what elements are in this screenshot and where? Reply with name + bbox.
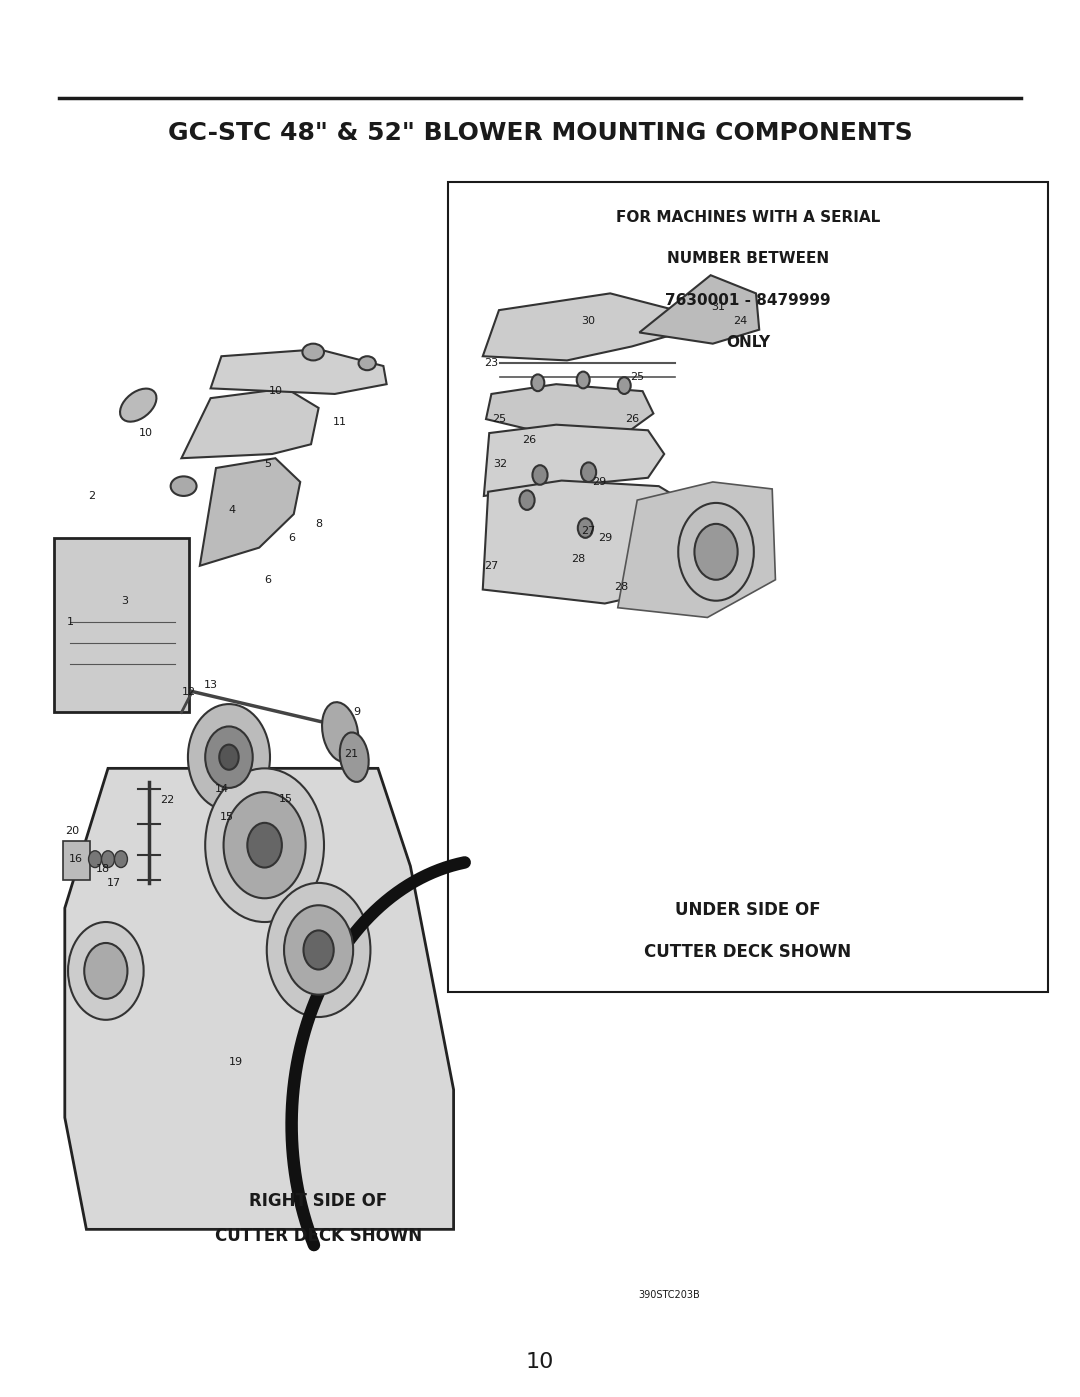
Text: 10: 10 [139,427,152,439]
Polygon shape [486,384,653,436]
Ellipse shape [322,703,359,761]
Circle shape [267,883,370,1017]
Circle shape [84,943,127,999]
Text: 10: 10 [269,386,282,397]
Circle shape [205,768,324,922]
Circle shape [694,524,738,580]
Polygon shape [181,388,319,458]
Text: 29: 29 [597,532,612,543]
Text: 16: 16 [69,854,82,865]
Ellipse shape [171,476,197,496]
Bar [63,841,90,880]
Text: 9: 9 [353,707,360,718]
Circle shape [577,372,590,388]
Text: 22: 22 [160,795,175,806]
Circle shape [532,465,548,485]
Circle shape [578,518,593,538]
Text: 3: 3 [121,595,127,606]
Text: 23: 23 [484,358,499,369]
Text: 17: 17 [106,877,121,888]
Circle shape [531,374,544,391]
Polygon shape [200,458,300,566]
Text: 26: 26 [522,434,537,446]
Text: 27: 27 [484,560,499,571]
Ellipse shape [302,344,324,360]
Text: 28: 28 [613,581,629,592]
Text: 27: 27 [581,525,596,536]
Text: FOR MACHINES WITH A SERIAL: FOR MACHINES WITH A SERIAL [616,210,880,225]
Circle shape [102,851,114,868]
Text: 10: 10 [526,1352,554,1372]
Text: 8: 8 [315,518,322,529]
Text: 20: 20 [65,826,80,837]
Circle shape [678,503,754,601]
Text: 32: 32 [492,458,508,469]
Text: 15: 15 [220,812,233,823]
Text: 28: 28 [570,553,585,564]
Polygon shape [211,349,387,394]
Text: 12: 12 [181,686,197,697]
Text: 7630001 - 8479999: 7630001 - 8479999 [665,293,831,309]
Text: 14: 14 [214,784,229,795]
Ellipse shape [120,388,157,422]
FancyBboxPatch shape [448,182,1048,992]
Text: UNDER SIDE OF: UNDER SIDE OF [675,901,821,919]
Text: ONLY: ONLY [726,335,770,351]
Text: CUTTER DECK SHOWN: CUTTER DECK SHOWN [215,1228,422,1245]
Text: GC-STC 48" & 52" BLOWER MOUNTING COMPONENTS: GC-STC 48" & 52" BLOWER MOUNTING COMPONE… [167,120,913,145]
Text: 21: 21 [343,749,359,760]
Polygon shape [484,425,664,496]
Polygon shape [65,768,454,1229]
Polygon shape [483,293,680,360]
Text: 4: 4 [229,504,235,515]
Text: CUTTER DECK SHOWN: CUTTER DECK SHOWN [645,943,851,961]
Text: NUMBER BETWEEN: NUMBER BETWEEN [666,251,829,267]
Ellipse shape [340,732,368,782]
Text: 6: 6 [265,574,271,585]
Text: 6: 6 [288,532,295,543]
Circle shape [224,792,306,898]
Polygon shape [618,482,775,617]
Text: 29: 29 [592,476,607,488]
Text: 19: 19 [228,1056,243,1067]
Circle shape [284,905,353,995]
FancyBboxPatch shape [54,538,189,712]
Ellipse shape [359,356,376,370]
Text: 24: 24 [732,316,747,327]
Circle shape [519,490,535,510]
Circle shape [581,462,596,482]
Text: 25: 25 [491,414,507,425]
Circle shape [89,851,102,868]
Text: 1: 1 [67,616,73,627]
Text: 26: 26 [624,414,639,425]
Text: 18: 18 [95,863,110,875]
Polygon shape [639,275,759,344]
Text: 11: 11 [334,416,347,427]
Text: 390STC203B: 390STC203B [638,1289,701,1301]
Polygon shape [483,481,702,604]
Circle shape [68,922,144,1020]
Circle shape [205,726,253,788]
Text: 30: 30 [582,316,595,327]
Circle shape [303,930,334,970]
Text: 13: 13 [204,679,217,690]
Circle shape [247,823,282,868]
Text: RIGHT SIDE OF: RIGHT SIDE OF [249,1193,388,1210]
Circle shape [114,851,127,868]
Circle shape [188,704,270,810]
Circle shape [618,377,631,394]
Text: 31: 31 [712,302,725,313]
Text: 5: 5 [265,458,271,469]
Text: 2: 2 [89,490,95,502]
Text: 25: 25 [630,372,645,383]
Text: 15: 15 [280,793,293,805]
Circle shape [219,745,239,770]
